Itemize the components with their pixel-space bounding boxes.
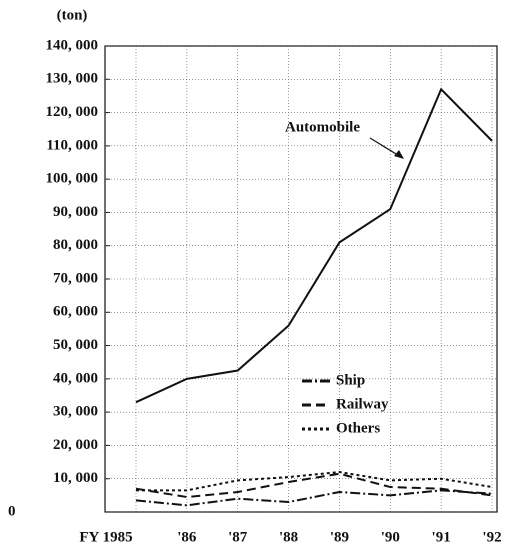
annotation: Automobile [285, 119, 360, 135]
y-tick-label: 10, 000 [53, 470, 98, 486]
x-tick-label: FY 1985 [79, 529, 132, 545]
x-tick-label: '86 [177, 529, 197, 545]
y-tick-label: 120, 000 [46, 104, 99, 120]
y-tick-label: 130, 000 [46, 71, 99, 87]
y-tick-label: 40, 000 [53, 370, 98, 386]
x-tick-label: '90 [381, 529, 400, 545]
series-line [135, 87, 493, 404]
series-line [135, 489, 493, 507]
y-tick-label: 50, 000 [53, 337, 98, 353]
y-tick-label: 0 [8, 503, 16, 519]
y-tick-label: 60, 000 [53, 304, 98, 320]
legend-label: Railway [336, 396, 389, 412]
x-tick-label: '88 [279, 529, 298, 545]
legend-label: Ship [336, 372, 365, 388]
y-tick-label: 110, 000 [46, 137, 98, 153]
y-tick-label: 30, 000 [53, 404, 98, 420]
y-tick-label: 80, 000 [53, 237, 98, 253]
legend-label: Others [336, 420, 380, 436]
y-axis-label: (ton) [57, 7, 88, 23]
x-tick-label: '89 [330, 529, 349, 545]
series-line [135, 472, 493, 499]
x-tick-label: '92 [482, 529, 501, 545]
x-tick-label: '87 [228, 529, 248, 545]
y-tick-label: 140, 000 [46, 37, 99, 53]
y-tick-label: 100, 000 [46, 171, 99, 187]
y-tick-label: 70, 000 [53, 270, 98, 286]
series-line [136, 471, 493, 492]
x-tick-label: '91 [432, 529, 451, 545]
y-tick-label: 20, 000 [53, 437, 98, 453]
arrow-head [394, 150, 404, 159]
y-tick-label: 90, 000 [53, 204, 98, 220]
